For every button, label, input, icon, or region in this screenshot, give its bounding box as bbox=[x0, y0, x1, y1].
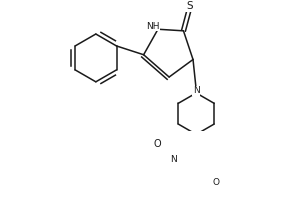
Text: N: N bbox=[193, 86, 200, 95]
Text: N: N bbox=[170, 155, 177, 164]
Text: O: O bbox=[153, 139, 161, 149]
Text: NH: NH bbox=[146, 22, 160, 31]
Text: S: S bbox=[186, 1, 193, 11]
Text: O: O bbox=[212, 178, 220, 187]
